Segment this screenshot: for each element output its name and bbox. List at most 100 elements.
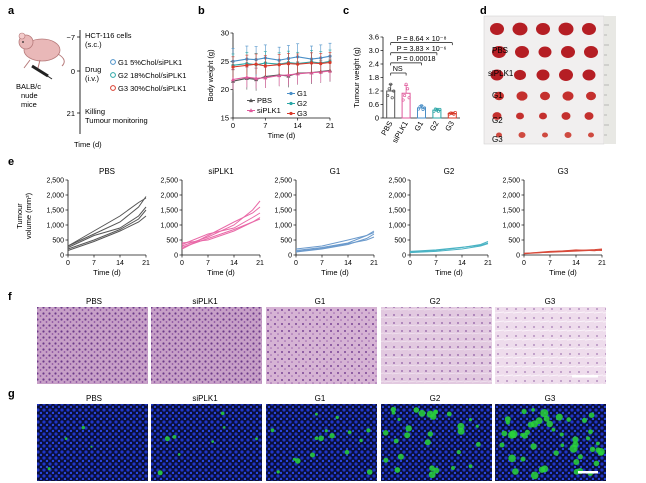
data-point: [453, 111, 457, 115]
x-tick-label: G2: [428, 120, 441, 133]
fluorescence-image: [266, 404, 377, 481]
x-tick-label: 0: [231, 121, 235, 130]
panel-e-tumour-growth-charts: PBS 0 500 1,000 1,500 2,000 2,500 0 7 14 21 Time (d…: [15, 167, 606, 277]
fluorescence-signal: [383, 457, 389, 463]
fluorescence-signal: [530, 471, 539, 480]
y-tick-label: 0: [375, 114, 379, 123]
y-axis-label: Body weight (g): [206, 49, 215, 102]
fluorescence-signal: [428, 471, 436, 479]
fluorescence-signal: [90, 445, 93, 448]
fluorescence-signal: [366, 469, 373, 475]
fluorescence-signal: [531, 408, 535, 412]
y-tick-label: 500: [280, 238, 292, 245]
y-tick-label: 2,500: [274, 178, 292, 185]
fluorescence-signal: [475, 424, 479, 428]
group-marker: [110, 59, 116, 65]
data-point: [407, 96, 411, 100]
fluorescence-signal: [553, 450, 559, 456]
data-point: [296, 62, 300, 66]
legend-label: siPLK1: [257, 106, 281, 115]
fluorescence-signal: [457, 422, 465, 430]
data-point: [231, 77, 235, 82]
fluorescence-signal: [433, 467, 440, 474]
x-tick-label: 0: [408, 260, 412, 267]
fluorescence-signal: [177, 453, 181, 456]
tumour-specimen: [512, 22, 528, 36]
y-tick-label: 1,500: [502, 208, 520, 215]
legend-marker: [289, 91, 293, 96]
group-marker: [110, 85, 116, 91]
panel-a: BALB/c nude mice −7 0 21 HCT-116 cells (…: [16, 30, 186, 149]
fluorescence-signal: [418, 409, 426, 417]
y-tick-label: 1,000: [274, 223, 292, 230]
fluorescence-signal: [391, 410, 396, 415]
y-tick-label: 0: [288, 253, 292, 260]
fluorescence-signal: [560, 443, 565, 448]
fluorescence-signal: [581, 417, 588, 423]
data-point: [438, 107, 442, 112]
growth-curve: [181, 212, 261, 245]
series-line: [232, 60, 331, 66]
fluorescence-image: [151, 404, 262, 481]
x-tick-label: 0: [180, 260, 184, 267]
y-tick-label: 1.2: [369, 87, 379, 96]
growth-curve: [67, 209, 147, 250]
y-tick-label: 1,500: [388, 208, 406, 215]
data-point: [286, 62, 291, 66]
data-point: [392, 89, 396, 93]
fluorescence-signal: [315, 412, 318, 416]
timeline-event: Killing: [85, 107, 105, 116]
x-tick-label: 7: [206, 260, 210, 267]
timeline-event-detail: Tumour monitoring: [85, 116, 148, 125]
significance-label: P = 8.64 × 10⁻⁸: [397, 34, 447, 43]
x-axis-label: Time (d): [321, 268, 349, 277]
growth-curve: [523, 249, 603, 255]
x-tick-label: 14: [230, 260, 238, 267]
data-point: [263, 64, 267, 68]
x-axis-label: Time (d): [435, 268, 463, 277]
y-tick-label: 0: [402, 253, 406, 260]
group-label: G3 30%Chol/siPLK1: [118, 84, 186, 93]
fluorescence-signal: [359, 438, 363, 443]
x-tick-label: G3: [443, 120, 456, 133]
histology-title: G2: [430, 297, 441, 306]
growth-chart-title: G2: [444, 167, 455, 176]
timeline-event-detail: (s.c.): [85, 40, 102, 49]
timeline-event-detail: (i.v.): [85, 74, 100, 83]
x-tick-label: 7: [548, 260, 552, 267]
fluorescence-signal: [540, 409, 549, 418]
fluorescence-signal: [457, 427, 465, 435]
histology-image: [37, 307, 148, 384]
y-tick-label: 3.6: [369, 33, 379, 42]
mouse-label: mice: [21, 100, 37, 109]
x-tick-label: 0: [66, 260, 70, 267]
fluorescence-signal: [430, 413, 437, 420]
data-point: [450, 111, 454, 116]
x-axis-label: Time (d): [549, 268, 577, 277]
fluorescence-signal: [429, 465, 435, 472]
y-tick-label: 2,000: [46, 193, 64, 200]
data-point: [286, 72, 291, 77]
legend-label: PBS: [257, 96, 272, 105]
fluorescence-signal: [588, 429, 593, 435]
panel-letter-b: b: [198, 5, 205, 17]
mouse-illustration: [18, 32, 65, 69]
fluorescence-signal: [504, 416, 511, 423]
timeline-day: 21: [67, 109, 75, 118]
tumour-specimen: [516, 91, 528, 101]
fluorescence-signal: [347, 430, 352, 435]
fluorescence-signal: [566, 417, 571, 422]
histology-title: siPLK1: [192, 297, 218, 306]
data-point: [390, 96, 394, 100]
y-tick-label: 15: [221, 114, 229, 123]
growth-chart-title: PBS: [99, 167, 115, 176]
x-axis-label: Time (d): [93, 268, 121, 277]
growth-curve: [295, 233, 375, 253]
y-axis-label: Tumour: [15, 203, 24, 229]
data-point: [403, 93, 407, 98]
fluorescence-signal: [446, 411, 452, 417]
fluorescence-title: G3: [545, 394, 556, 403]
y-tick-label: 1,500: [160, 208, 178, 215]
bar: [386, 90, 396, 119]
fluorescence-signal: [572, 436, 579, 443]
